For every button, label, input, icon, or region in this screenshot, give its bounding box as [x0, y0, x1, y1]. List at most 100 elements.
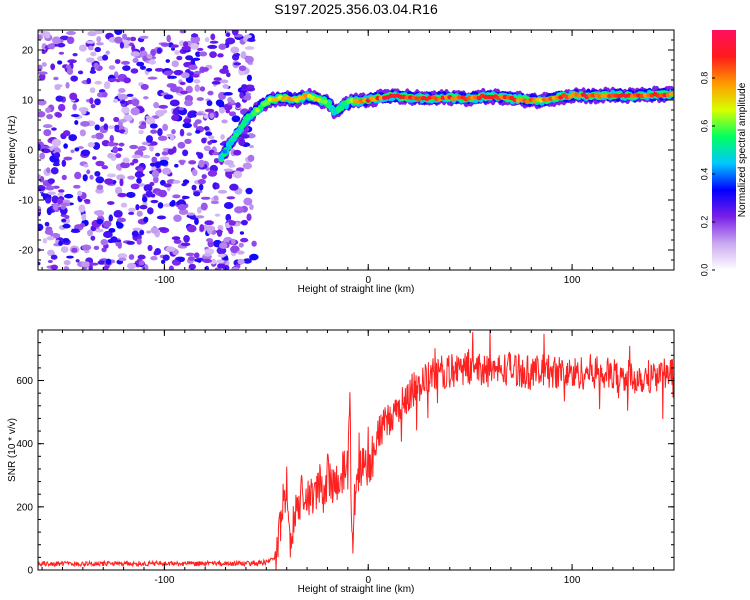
x-tick-label: -100	[154, 575, 174, 586]
noise-speckle	[216, 259, 225, 264]
noise-speckle	[114, 186, 123, 195]
snr-panel: -100 0 100 0 200 400 600 Height of straight li…	[7, 329, 675, 595]
noise-speckle	[128, 254, 135, 260]
noise-speckle	[172, 179, 181, 184]
noise-speckle	[173, 69, 184, 76]
noise-speckle	[93, 245, 100, 251]
y-tick-label: -20	[19, 246, 34, 257]
ridge-core	[225, 145, 231, 151]
noise-speckle	[56, 42, 66, 48]
noise-speckle	[108, 65, 116, 70]
noise-speckle	[198, 183, 204, 191]
noise-speckle	[106, 201, 115, 205]
noise-speckle	[87, 45, 94, 51]
noise-speckle	[105, 258, 112, 265]
noise-speckle	[183, 118, 192, 124]
noise-speckle	[229, 99, 235, 104]
noise-speckle	[240, 219, 248, 226]
noise-speckle	[205, 225, 216, 232]
noise-speckle	[54, 84, 61, 91]
noise-speckle	[213, 157, 220, 164]
noise-speckle	[206, 238, 214, 243]
noise-speckle	[193, 252, 200, 259]
noise-speckle	[44, 31, 51, 39]
noise-speckle	[64, 215, 70, 219]
noise-speckle	[200, 202, 208, 211]
noise-speckle	[47, 259, 53, 264]
noise-speckle	[236, 167, 245, 172]
noise-speckle	[107, 78, 118, 82]
noise-speckle	[87, 229, 93, 237]
noise-speckle	[197, 178, 206, 185]
noise-speckle	[64, 267, 70, 270]
noise-speckle	[232, 170, 243, 179]
noise-speckle	[229, 164, 236, 168]
noise-speckle	[192, 57, 201, 61]
noise-speckle	[127, 262, 137, 270]
noise-speckle	[102, 54, 109, 61]
noise-speckle	[210, 200, 219, 205]
noise-speckle	[119, 178, 124, 187]
noise-speckle	[193, 191, 201, 197]
noise-speckle	[190, 33, 199, 38]
noise-speckle	[130, 107, 140, 116]
noise-speckle	[108, 227, 116, 233]
noise-speckle	[212, 151, 221, 156]
noise-speckle	[162, 123, 169, 132]
noise-speckle	[171, 44, 179, 48]
noise-speckle	[94, 170, 101, 177]
noise-speckle	[95, 160, 105, 167]
noise-speckle	[249, 144, 254, 149]
noise-speckle	[94, 80, 102, 85]
noise-speckle	[89, 97, 94, 105]
noise-speckle	[218, 242, 228, 249]
y-tick-label: 0	[27, 146, 33, 157]
noise-speckle	[181, 183, 187, 187]
ridge-core	[329, 105, 335, 110]
noise-speckle	[114, 30, 123, 35]
noise-speckle	[50, 264, 59, 270]
noise-speckle	[178, 40, 185, 47]
noise-speckle	[80, 149, 91, 157]
noise-speckle	[230, 46, 240, 54]
noise-speckle	[161, 151, 169, 156]
noise-speckle	[149, 141, 158, 146]
noise-speckle	[228, 227, 234, 235]
noise-speckle	[182, 195, 190, 200]
noise-speckle	[174, 50, 180, 56]
colorbar-scale	[712, 30, 736, 270]
noise-speckle	[130, 68, 139, 74]
noise-speckle	[62, 130, 71, 137]
noise-speckle	[132, 227, 142, 231]
noise-speckle	[46, 167, 51, 173]
noise-speckle	[107, 141, 116, 147]
noise-speckle	[236, 250, 245, 255]
noise-speckle	[118, 142, 125, 147]
noise-speckle	[81, 244, 92, 251]
snr-series-line	[38, 330, 674, 570]
noise-speckle	[38, 30, 42, 33]
noise-speckle	[41, 50, 46, 55]
noise-speckle	[181, 72, 190, 79]
ridge-core	[241, 119, 247, 124]
noise-speckle	[38, 111, 46, 118]
noise-speckle	[167, 75, 177, 79]
noise-speckle	[247, 154, 255, 162]
ridge-core	[254, 107, 260, 113]
noise-speckle	[202, 258, 212, 263]
noise-speckle	[139, 35, 149, 40]
noise-speckle	[228, 111, 237, 117]
noise-speckle	[218, 43, 227, 50]
noise-speckle	[177, 203, 187, 211]
noise-speckle	[217, 189, 228, 194]
noise-speckle	[151, 156, 158, 163]
noise-speckle	[187, 212, 196, 216]
noise-speckle	[147, 76, 158, 80]
noise-speckle	[119, 41, 125, 49]
noise-speckle	[93, 210, 101, 215]
noise-speckle	[204, 108, 215, 113]
noise-speckle	[42, 238, 48, 244]
noise-speckle	[47, 178, 55, 184]
noise-speckle	[246, 213, 252, 222]
